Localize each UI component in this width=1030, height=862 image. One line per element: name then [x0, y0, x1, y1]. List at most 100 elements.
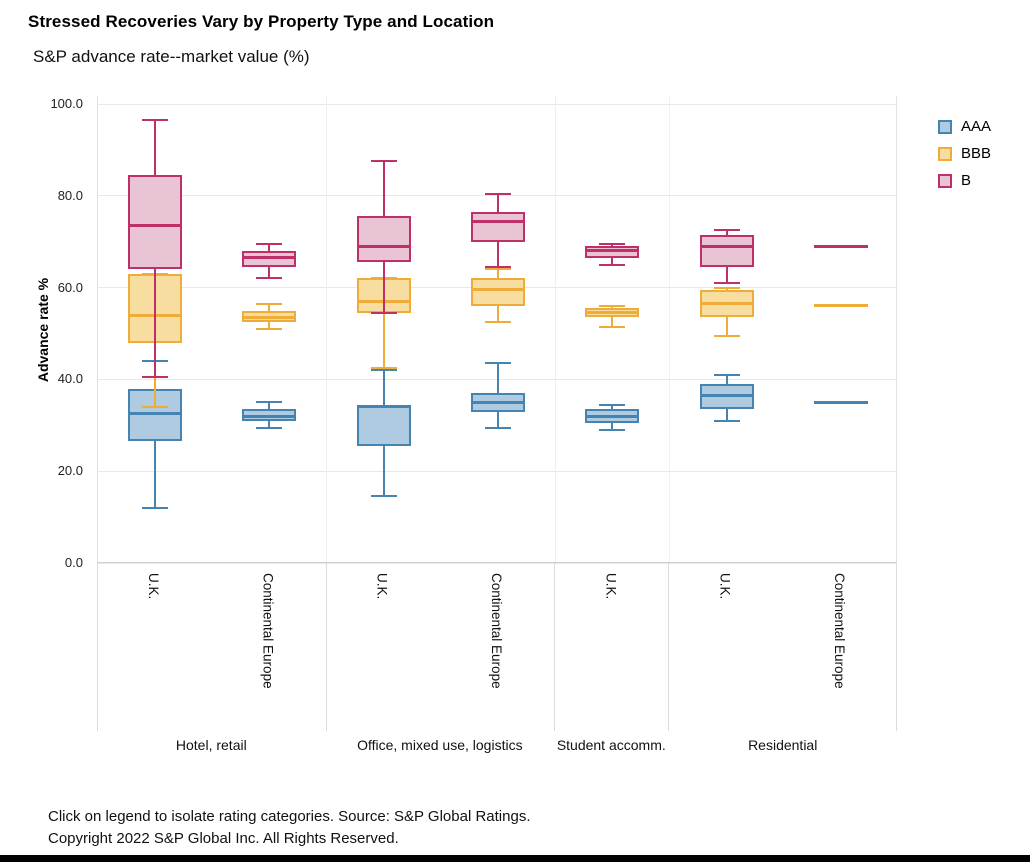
boxplot-bbb-median-line [585, 311, 640, 315]
boxplot-bbb-whisker-cap [713, 334, 740, 337]
group-separator-line [668, 563, 670, 731]
boxplot-bbb-whisker [382, 278, 385, 368]
legend-swatch-icon [938, 173, 952, 188]
footer-note: Click on legend to isolate rating catego… [48, 808, 531, 825]
boxplot-aaa-whisker-cap [370, 369, 397, 372]
y-tick-label: 60.0 [57, 279, 83, 295]
boxplot-aaa-median-line [699, 393, 754, 397]
y-tick-label: 80.0 [57, 187, 83, 203]
x-group-label: Student accomm. [556, 737, 666, 753]
y-tick-label: 100.0 [50, 96, 83, 111]
boxplot-aaa-median-line [471, 400, 525, 404]
x-tick-label: U.K. [146, 573, 162, 600]
boxplot-bbb-median-line [699, 302, 754, 306]
grid-line [98, 103, 896, 105]
boxplot-aaa-whisker-cap [485, 362, 511, 365]
boxplot-b-whisker-cap [370, 311, 397, 314]
bottom-bar [0, 855, 1030, 862]
chart-subtitle: S&P advance rate--market value (%) [33, 47, 310, 66]
copyright-note: Copyright 2022 S&P Global Inc. All Right… [48, 830, 399, 847]
boxplot-b-median-line [813, 244, 868, 248]
boxplot-bbb-whisker-cap [256, 327, 283, 330]
boxplot-b-median-line [356, 244, 411, 248]
grid-line [98, 562, 896, 564]
boxplot-aaa-whisker-cap [713, 373, 740, 376]
boxplot-b-median-line [242, 256, 297, 260]
legend-label: AAA [961, 118, 992, 135]
x-group-label: Hotel, retail [175, 737, 247, 753]
boxplot-b-whisker-cap [599, 242, 626, 245]
boxplot-b-whisker-cap [256, 277, 283, 280]
boxplot-aaa-whisker-cap [485, 426, 511, 429]
y-tick-label: 20.0 [57, 463, 83, 479]
group-separator-line [668, 96, 670, 562]
legend-item-b[interactable]: B [938, 172, 991, 189]
x-tick-label: U.K. [374, 573, 390, 600]
y-tick-label: 40.0 [57, 371, 83, 387]
legend-label: BBB [961, 145, 992, 162]
boxplot-b-whisker-cap [142, 376, 169, 379]
boxplot-bbb-box [471, 278, 525, 306]
boxplot-bbb-median-line [471, 288, 525, 292]
boxplot-b-whisker-cap [713, 229, 740, 232]
x-tick-label: Continental Europe [260, 573, 276, 689]
boxplot-aaa-whisker-cap [256, 426, 283, 429]
chart-title: Stressed Recoveries Vary by Property Typ… [28, 12, 495, 31]
legend-swatch-icon [938, 146, 952, 161]
legend-label: B [961, 172, 972, 189]
boxplot-b-box [699, 234, 754, 267]
boxplot-b-median-line [699, 244, 754, 248]
boxplot-b-box [471, 211, 525, 242]
boxplot-aaa-whisker-cap [256, 401, 283, 404]
group-separator-line [896, 563, 897, 731]
x-tick-label: Continental Europe [831, 573, 847, 689]
boxplot-b-whisker-cap [485, 265, 511, 268]
boxplot-bbb-whisker-cap [599, 304, 626, 307]
boxplot-aaa-whisker-cap [599, 403, 626, 406]
boxplot-bbb-whisker-cap [142, 405, 169, 408]
legend-item-bbb[interactable]: BBB [938, 145, 991, 162]
boxplot-aaa-median-line [585, 414, 640, 418]
boxplot-bbb-whisker-cap [713, 286, 740, 289]
boxplot-aaa-median-line [242, 414, 297, 418]
group-separator-line [326, 96, 328, 562]
x-group-label: Office, mixed use, logistics [357, 737, 523, 753]
boxplot-b-median-line [471, 219, 525, 223]
plot-area [97, 96, 897, 564]
x-axis-group-labels: Hotel, retail Office, mixed use, logistic… [97, 737, 897, 757]
grid-line [98, 470, 896, 472]
x-tick-label: Continental Europe [489, 573, 504, 689]
boxplot-b-median-line [128, 224, 183, 228]
boxplot-bbb-whisker-cap [485, 321, 511, 324]
x-tick-label: U.K. [603, 573, 619, 600]
group-separator-line [97, 563, 98, 731]
boxplot-b-whisker-cap [370, 160, 397, 163]
legend-swatch-icon [938, 119, 952, 134]
boxplot-aaa-median-line [356, 405, 411, 409]
y-axis-tick-labels: 0.0 20.0 40.0 60.0 80.0 100.0 [0, 0, 90, 600]
y-tick-label: 0.0 [64, 555, 83, 570]
boxplot-aaa-whisker-cap [142, 506, 169, 509]
boxplot-bbb-whisker-cap [599, 325, 626, 328]
boxplot-b-whisker-cap [485, 192, 511, 195]
boxplot-aaa-box [356, 404, 411, 446]
x-axis-label-area: U.K. Continental Europe U.K. Continental Eu… [97, 563, 897, 733]
group-separator-line [325, 563, 327, 731]
boxplot-bbb-whisker-cap [370, 366, 397, 369]
boxplot-b-whisker-cap [713, 282, 740, 284]
legend-item-aaa[interactable]: AAA [938, 118, 991, 135]
boxplot-bbb-whisker-cap [485, 268, 511, 271]
boxplot-aaa-whisker-cap [370, 495, 397, 498]
boxplot-b-whisker-cap [256, 242, 283, 245]
boxplot-b-whisker-cap [142, 119, 169, 122]
legend: AAA BBB B [938, 118, 991, 189]
boxplot-b-box [128, 175, 183, 270]
boxplot-aaa-whisker-cap [599, 428, 626, 431]
boxplot-aaa-median-line [813, 400, 868, 404]
x-group-label: Residential [748, 737, 818, 753]
boxplot-bbb-median-line [242, 315, 297, 319]
boxplot-b-box [356, 216, 411, 263]
group-separator-line [554, 96, 556, 562]
boxplot-aaa-whisker-cap [713, 419, 740, 422]
